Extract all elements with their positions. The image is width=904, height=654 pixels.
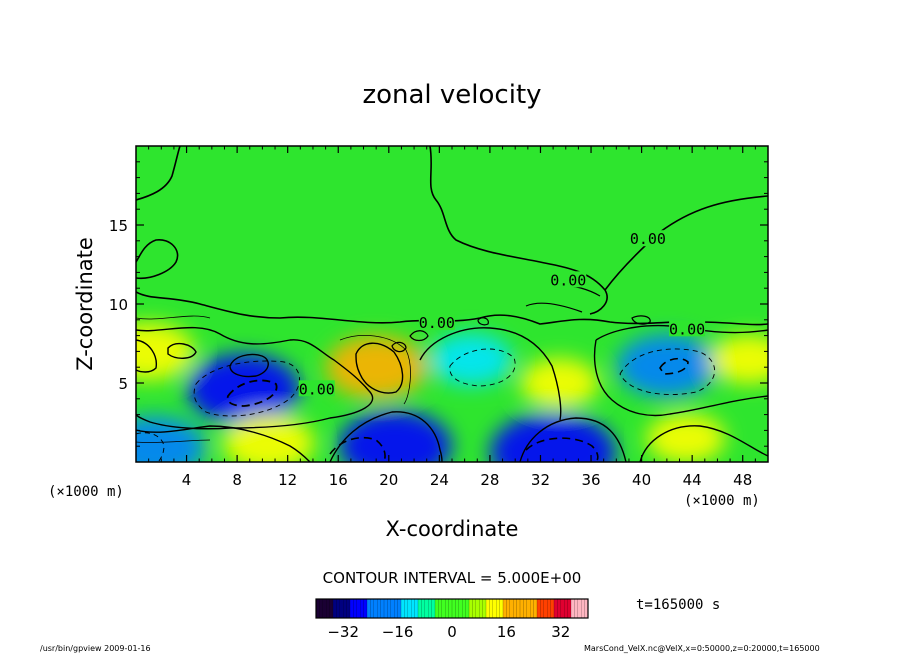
colorbar-segment: [486, 599, 504, 618]
colorbar-segment: [452, 599, 470, 618]
x-tick-label: 16: [329, 471, 348, 489]
contour-line-loop-4: [167, 342, 197, 359]
colorbar-tick-label: −32: [327, 623, 359, 641]
colorbar-segment: [469, 599, 487, 618]
field-feature-positive: [646, 413, 726, 462]
field-feature-positive: [222, 414, 315, 462]
contour-line-lower-4: [519, 417, 627, 462]
x-axis-title: X-coordinate: [386, 517, 519, 541]
colorbar-segment: [571, 599, 589, 618]
contour-line-lower-5: [639, 425, 768, 462]
x-tick-label: 8: [232, 471, 242, 489]
colorbar-segment: [367, 599, 385, 618]
contour-line-thin-2: [339, 335, 411, 405]
x-axis: 4 8 12 16 20 24 28 32 36 40 44 48: [148, 146, 756, 489]
x-tick-label: 36: [581, 471, 600, 489]
colorbar-segment: [350, 599, 368, 618]
time-label: t=165000 s: [636, 597, 720, 613]
contour-line-zero-upper: [429, 146, 608, 315]
contour-label: 0.00: [419, 314, 455, 332]
contour-label-background: [669, 320, 706, 337]
contour-line-zero-leftloop: [136, 239, 179, 280]
contour-label-background: [298, 380, 335, 397]
contour-line-dashed-1: [193, 360, 300, 417]
contour-line-dashed-6: [525, 437, 599, 462]
contour-label-background: [629, 230, 666, 247]
colorbar-segment: [554, 599, 572, 618]
field-feature-positive: [520, 358, 599, 408]
contour-label: 0.00: [550, 271, 586, 289]
footer-right: MarsCond_VelX.nc@VelX,x=0:50000,z=0:2000…: [584, 644, 820, 653]
x-tick-label: 28: [480, 471, 499, 489]
colorbar-tick-label: 32: [551, 623, 570, 641]
field-feature-negative: [429, 333, 513, 386]
contour-line-dashed-4: [619, 348, 716, 395]
contour-line-lower-3: [329, 411, 443, 462]
colorbar-segment: [435, 599, 453, 618]
footer-left: /usr/bin/gpview 2009-01-16: [40, 644, 151, 653]
x-tick-label: 4: [182, 471, 192, 489]
x-unit-left: (×1000 m): [48, 484, 124, 500]
y-tick-label: 5: [118, 375, 128, 393]
x-tick-label: 44: [683, 471, 702, 489]
contour-line-thin-1: [136, 315, 211, 443]
field-feature-positive: [136, 322, 195, 381]
y-axis: 5 10 15: [109, 161, 768, 447]
y-axis-title: Z-coordinate: [73, 237, 97, 371]
field-feature-positive: [325, 335, 427, 399]
field-feature-positive: [709, 334, 768, 385]
y-tick-label: 10: [109, 296, 128, 314]
contour-line-island-1: [391, 315, 651, 353]
contour-line-loop-1: [229, 353, 269, 378]
field-feature-negative: [489, 412, 617, 462]
colorbar-frame: [315, 598, 589, 619]
x-tick-label: 32: [531, 471, 550, 489]
chart-title: zonal velocity: [362, 80, 541, 110]
colorbar-segment: [333, 599, 351, 618]
colorbar-segment: [503, 599, 521, 618]
x-tick-label: 12: [278, 471, 297, 489]
colorbar-tick-label: 0: [447, 623, 457, 641]
colorbar-segment: [537, 599, 555, 618]
y-tick-label: 15: [109, 217, 128, 235]
contour-label: 0.00: [669, 320, 705, 338]
colorbar-segment: [316, 599, 334, 618]
contour-line-zero-topleft: [136, 146, 181, 201]
contour-line-lower-1: [136, 326, 374, 430]
contour-line-dashed-7: [329, 436, 386, 462]
x-tick-label: 48: [733, 471, 752, 489]
contour-line-dashed-3: [449, 348, 516, 387]
colorbar-segment: [418, 599, 436, 618]
x-tick-label: 20: [379, 471, 398, 489]
contour-line-loop-2: [355, 342, 404, 394]
colorbar-segment: [401, 599, 419, 618]
colorbar-ticks: −32 −16 0 16 32: [327, 623, 570, 641]
colorbar-segment: [520, 599, 538, 618]
plot-area: 0.00 0.00 0.00 0.00 0.00: [135, 145, 769, 463]
contour-label-background: [418, 313, 455, 330]
contour-line-lower-2: [136, 425, 311, 462]
contour-line-mid-3: [593, 339, 768, 417]
contour-label: 0.00: [630, 230, 666, 248]
x-tick-label: 40: [632, 471, 651, 489]
contour-label-background: [550, 271, 587, 288]
contour-line-dashed-8: [136, 432, 165, 462]
contour-line-loop-3: [136, 339, 157, 373]
field-feature-negative: [338, 410, 452, 462]
field-feature-negative: [136, 416, 206, 462]
colorbar-tick-label: −16: [382, 623, 414, 641]
colorbar: [315, 598, 589, 619]
field-feature-negative: [616, 334, 718, 398]
field-feature-negative: [186, 353, 301, 426]
contour-label: 0.00: [299, 380, 335, 398]
contour-line-mid-1: [419, 327, 562, 421]
colorbar-tick-label: 16: [497, 623, 516, 641]
contour-line-dashed-5: [659, 357, 689, 375]
x-tick-label: 24: [430, 471, 449, 489]
contour-line-dashed-2[interactable]: [226, 379, 278, 407]
colorbar-segment: [384, 599, 402, 618]
contour-interval-label: CONTOUR INTERVAL = 5.000E+00: [323, 569, 582, 587]
x-unit-right: (×1000 m): [684, 493, 760, 509]
